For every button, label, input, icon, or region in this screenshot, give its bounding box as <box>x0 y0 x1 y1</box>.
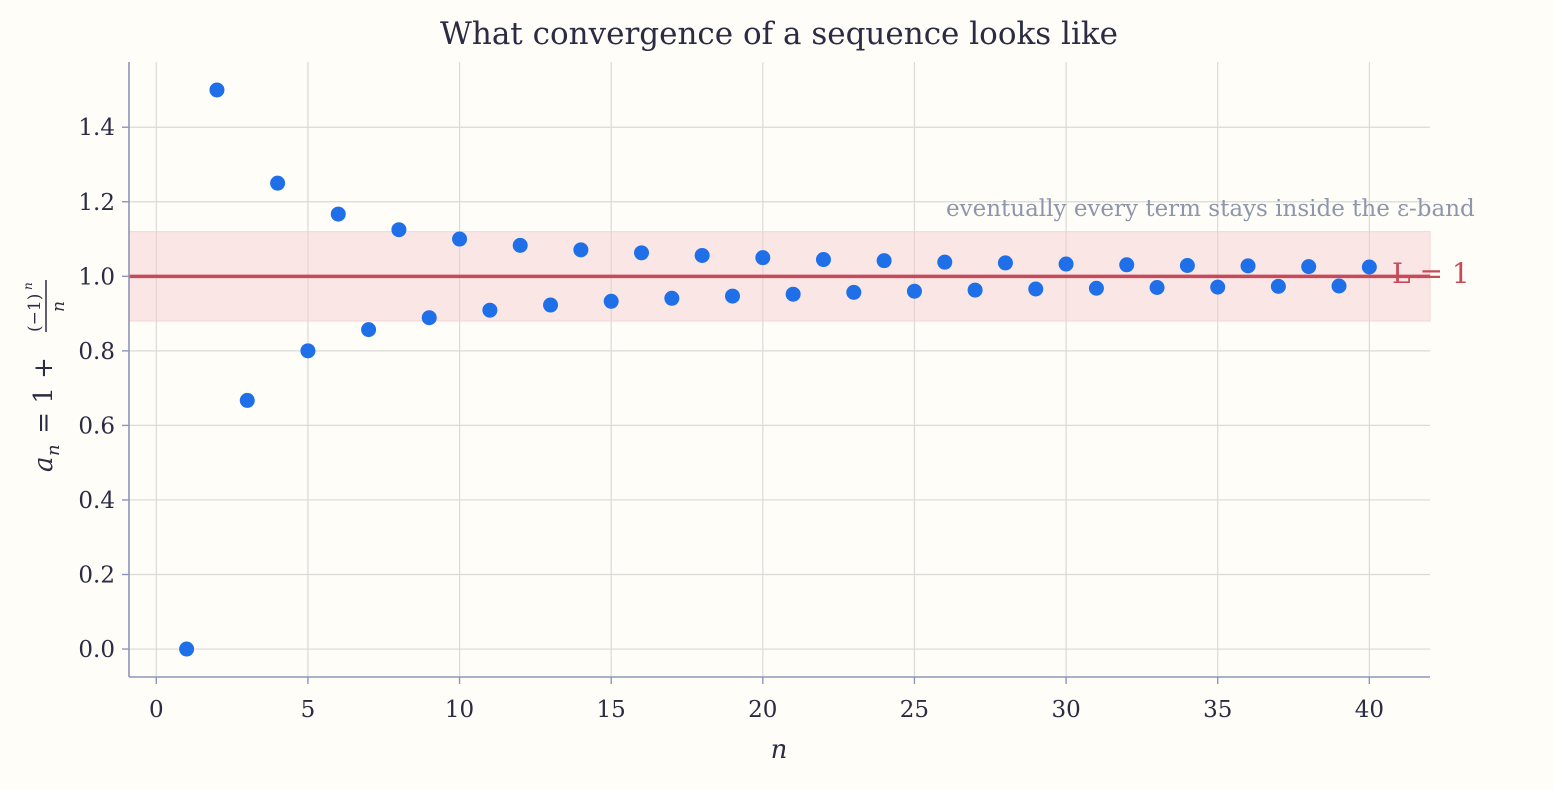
data-point <box>1270 278 1286 294</box>
y-tick-label: 0.2 <box>78 563 115 589</box>
data-point <box>724 288 740 304</box>
data-point <box>876 253 892 269</box>
y-tick-label: 0.6 <box>78 413 115 439</box>
limit-label: L = 1 <box>1392 257 1470 290</box>
data-point <box>664 290 680 306</box>
data-point <box>906 283 922 299</box>
data-point <box>1301 259 1317 275</box>
data-point <box>543 297 559 313</box>
data-point <box>482 302 498 318</box>
data-point <box>634 245 650 261</box>
data-point <box>1210 279 1226 295</box>
y-label-denominator: n <box>49 301 69 312</box>
data-point <box>937 254 953 270</box>
data-point <box>815 252 831 268</box>
y-label-exponent: n <box>21 282 35 290</box>
x-tick-labels: 0 5 10 15 20 25 30 35 40 <box>149 677 1384 723</box>
data-point <box>239 392 255 408</box>
data-point <box>573 242 589 258</box>
grid <box>129 62 1430 677</box>
data-point <box>967 282 983 298</box>
data-point <box>1058 256 1074 272</box>
x-tick-label: 25 <box>900 697 929 723</box>
x-tick-label: 20 <box>748 697 777 723</box>
y-label-numerator: (−1) <box>25 294 45 332</box>
y-label-subscript: n <box>43 444 64 456</box>
x-tick-label: 40 <box>1355 697 1384 723</box>
data-point <box>1119 257 1135 273</box>
x-tick-label: 35 <box>1203 697 1232 723</box>
y-tick-label: 1.0 <box>78 264 115 290</box>
y-label-symbol: a <box>29 456 59 472</box>
data-point <box>846 284 862 300</box>
data-point <box>330 206 346 222</box>
data-point <box>361 322 377 338</box>
data-point <box>391 222 407 238</box>
data-point <box>512 237 528 253</box>
x-tick-label: 15 <box>597 697 626 723</box>
data-point <box>1028 281 1044 297</box>
y-tick-label: 1.2 <box>78 190 115 216</box>
data-point <box>300 343 316 359</box>
data-point <box>1179 258 1195 274</box>
data-point <box>1240 258 1256 274</box>
data-point <box>1361 259 1377 275</box>
y-tick-label: 0.4 <box>78 488 115 514</box>
data-point <box>1088 280 1104 296</box>
y-tick-label: 0.0 <box>78 637 115 663</box>
data-point <box>785 286 801 302</box>
x-tick-label: 5 <box>301 697 316 723</box>
data-point <box>603 293 619 309</box>
band-annotation: eventually every term stays inside the ε… <box>946 196 1475 222</box>
data-point <box>694 247 710 263</box>
y-tick-labels: 0.0 0.2 0.4 0.6 0.8 1.0 1.2 1.4 <box>78 115 129 663</box>
y-tick-label: 0.8 <box>78 339 115 365</box>
y-tick-label: 1.4 <box>78 115 115 141</box>
data-point <box>421 310 437 326</box>
data-points <box>179 82 1377 657</box>
data-point <box>179 641 195 657</box>
data-point <box>452 231 468 247</box>
data-point <box>1331 278 1347 294</box>
data-point <box>997 255 1013 271</box>
y-label-equation: = 1 + <box>29 349 59 442</box>
data-point <box>1149 280 1165 295</box>
y-axis-label: a n = 1 + (−1) n n <box>21 280 69 472</box>
chart-title: What convergence of a sequence looks lik… <box>440 16 1118 52</box>
x-tick-label: 0 <box>149 697 164 723</box>
x-tick-label: 30 <box>1051 697 1080 723</box>
data-point <box>755 250 771 266</box>
x-tick-label: 10 <box>445 697 474 723</box>
axes <box>128 62 1430 678</box>
data-point <box>209 82 225 98</box>
x-axis-label: n <box>771 735 788 765</box>
data-point <box>270 175 286 191</box>
